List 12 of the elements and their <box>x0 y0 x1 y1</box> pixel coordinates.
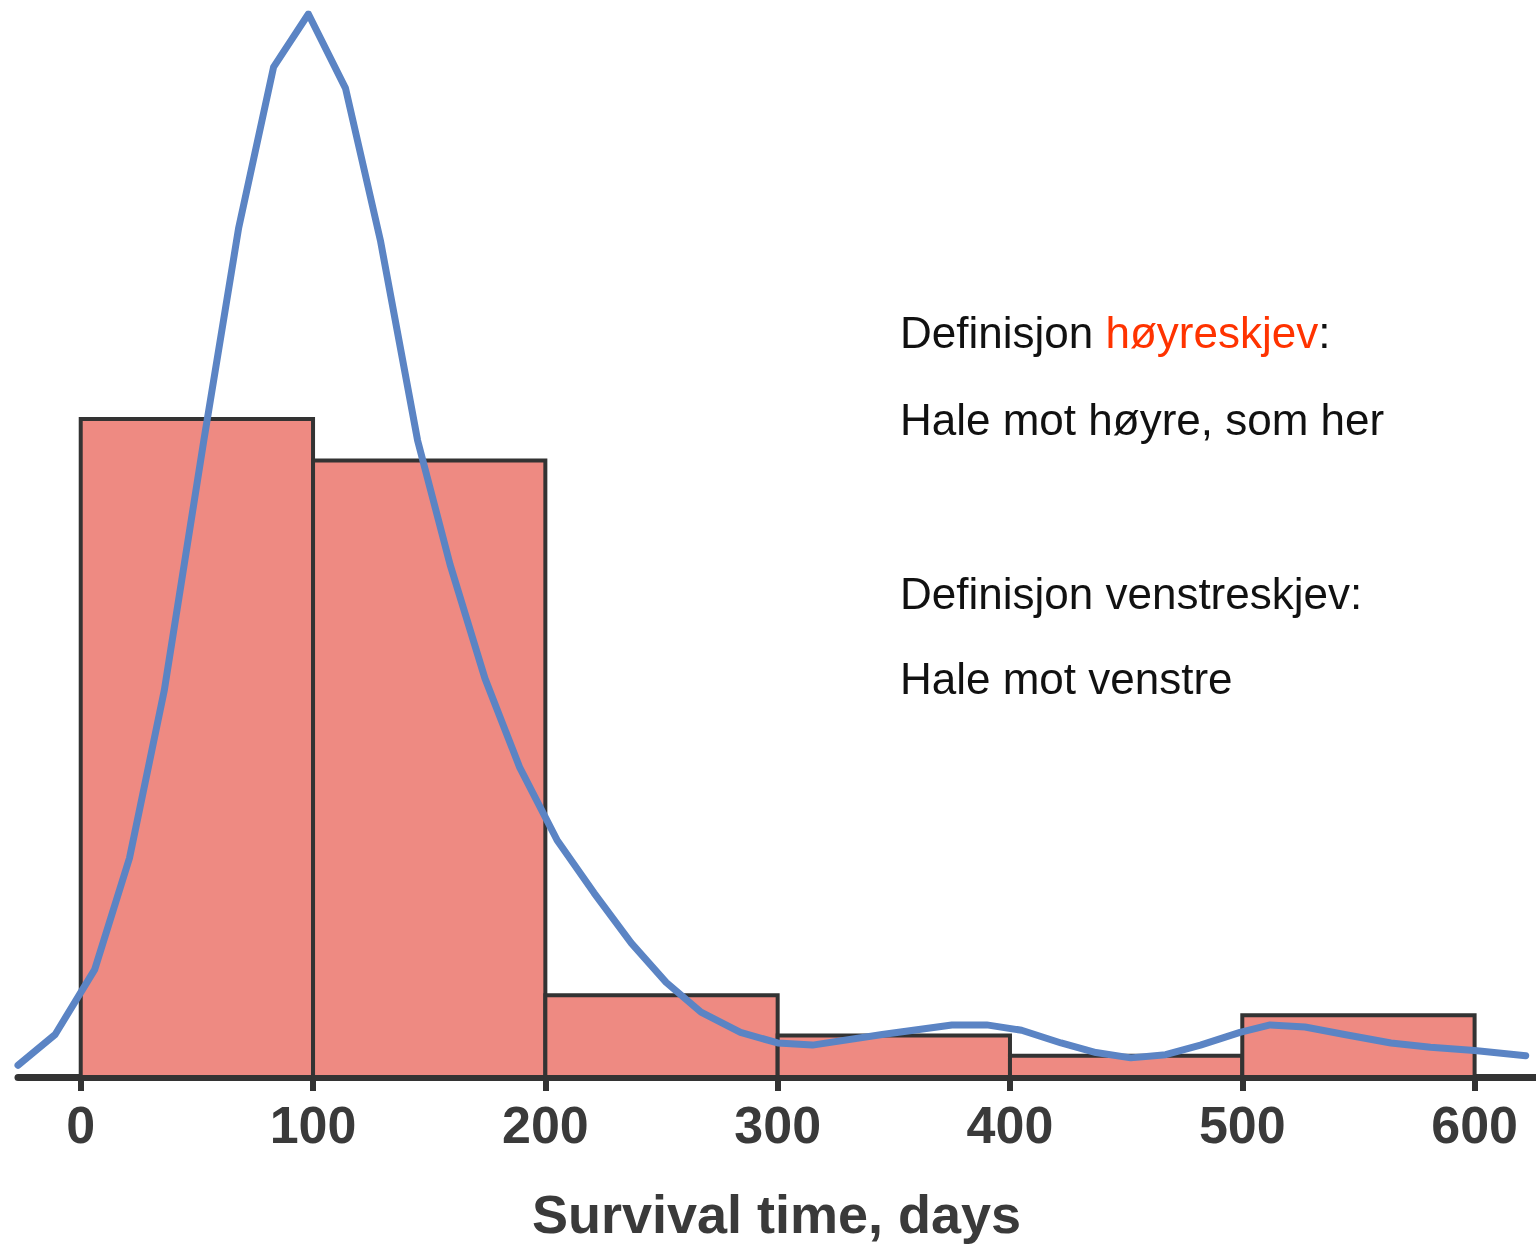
annotation: Hale mot venstre <box>900 653 1233 703</box>
annotation: Definisjon venstreskjev: <box>900 568 1363 618</box>
x-tick-label: 200 <box>501 1096 589 1154</box>
annotation: Hale mot høyre, som her <box>900 394 1385 444</box>
x-tick-label: 500 <box>1198 1096 1286 1154</box>
x-tick-label: 300 <box>734 1096 822 1154</box>
x-tick-label: 0 <box>66 1096 96 1154</box>
x-tick-label: 400 <box>966 1096 1054 1154</box>
x-tick-label: 100 <box>269 1096 357 1154</box>
annotation: Definisjon høyreskjev: <box>900 307 1331 357</box>
x-tick-label: 600 <box>1431 1096 1518 1154</box>
x-axis-title: Survival time, days <box>531 1184 1022 1244</box>
